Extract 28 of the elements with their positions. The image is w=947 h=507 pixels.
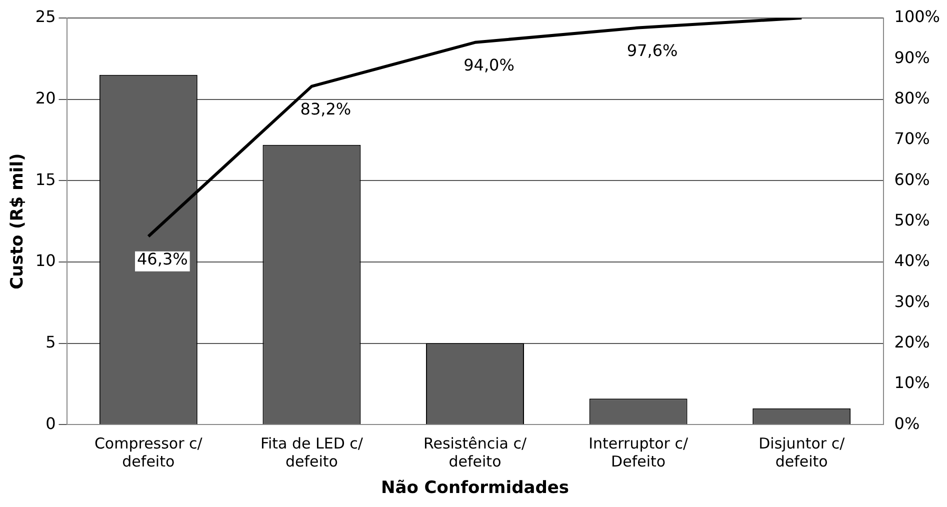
y2-tick-label: 10%	[894, 373, 930, 392]
x-tick-label: Disjuntor c/ defeito	[758, 434, 846, 470]
data-label: 83,2%	[300, 99, 352, 118]
y2-tick-label: 80%	[894, 88, 930, 108]
y2-tick-label: 30%	[894, 292, 930, 311]
y2-tick-label: 20%	[894, 332, 930, 352]
x-tick-label: Fita de LED c/ defeito	[260, 434, 364, 470]
y2-tick-label: 50%	[894, 210, 930, 230]
x-tick-label: Compressor c/ defeito	[94, 434, 204, 470]
x-tick-label: Resistência c/ defeito	[423, 434, 528, 470]
y2-tick-label: 0%	[894, 414, 920, 433]
y2-tick-label: 60%	[894, 170, 930, 189]
y-tick-label: 20	[35, 88, 56, 108]
y2-tick-label: 90%	[894, 48, 930, 67]
data-label: 94,0%	[464, 56, 514, 75]
y-tick-label: 25	[35, 7, 56, 26]
y-axis-title: Custo (R$ mil)	[8, 153, 28, 290]
y-tick-label: 10	[35, 251, 56, 270]
y2-tick-label: 40%	[894, 251, 930, 270]
y2-tick-label: 100%	[894, 7, 940, 26]
data-label: 46,3%	[136, 250, 188, 268]
y-tick-label: 5	[46, 332, 56, 352]
x-axis-title: Não Conformidades	[381, 478, 570, 498]
x-tick-label: Interruptor c/ Defeito	[588, 434, 689, 470]
y2-tick-label: 70%	[894, 129, 930, 148]
data-label: 97,6%	[626, 40, 678, 60]
y-tick-label: 15	[35, 170, 56, 189]
y-tick-label: 0	[46, 414, 56, 433]
